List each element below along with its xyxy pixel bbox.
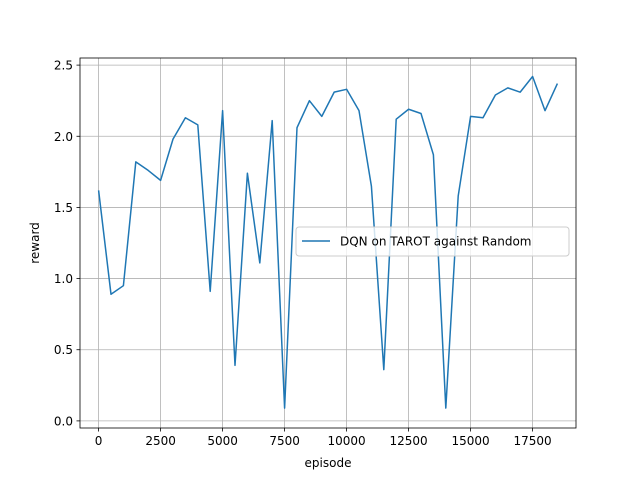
data-point [519,91,521,93]
data-point [470,116,472,118]
data-point [222,110,224,112]
y-tick-label: 2.0 [54,130,73,144]
data-point [309,100,311,102]
data-point [296,127,298,129]
legend-box [295,226,570,257]
data-point [271,120,273,122]
data-point [209,291,211,293]
y-tick-label: 0.5 [54,343,73,357]
x-tick-label: 5000 [207,434,238,448]
data-point [333,91,335,93]
data-point [408,108,410,110]
data-point [172,138,174,140]
x-tick-label: 2500 [145,434,176,448]
x-tick-label: 17500 [514,434,552,448]
x-axis-label: episode [305,456,352,470]
data-point [457,195,459,197]
data-point [383,369,385,371]
x-tick-label: 0 [95,434,103,448]
data-point [110,293,112,295]
legend-label: DQN on TAROT against Random [340,235,532,249]
data-point [495,94,497,96]
series-layer [97,75,559,409]
data-point [98,190,100,192]
x-tick-label: 12500 [390,434,428,448]
data-point [185,117,187,119]
data-point [123,285,125,287]
series-line [97,75,559,409]
data-point [395,118,397,120]
data-point [557,83,559,85]
plot-frame [79,57,577,429]
data-point [160,180,162,182]
data-point [247,172,249,174]
y-tick-label: 2.5 [54,59,73,73]
data-point [433,154,435,156]
data-point [371,185,373,187]
data-point [147,170,149,172]
y-tick-label: 1.0 [54,272,73,286]
data-point [321,116,323,118]
x-tick-label: 15000 [452,434,490,448]
data-point [507,87,509,89]
data-point [197,124,199,126]
y-axis-label: reward [28,222,42,264]
data-point [420,113,422,115]
data-point [234,365,236,367]
data-point [135,161,137,163]
data-point [482,117,484,119]
y-tick-label: 1.5 [54,201,73,215]
data-point [358,110,360,112]
data-point [284,407,286,409]
y-tick-label: 0.0 [54,414,73,428]
x-tick-label: 10000 [328,434,366,448]
axis-ticks: 0 2500 5000 7500 10000 12500 15000 17500 0.0 0.5 1… [54,59,552,448]
data-point [259,262,261,264]
legend: DQN on TAROT against Random [295,226,570,257]
data-point [346,89,348,91]
data-point [532,76,534,78]
data-point [544,110,546,112]
x-tick-label: 7500 [269,434,300,448]
data-point [445,407,447,409]
